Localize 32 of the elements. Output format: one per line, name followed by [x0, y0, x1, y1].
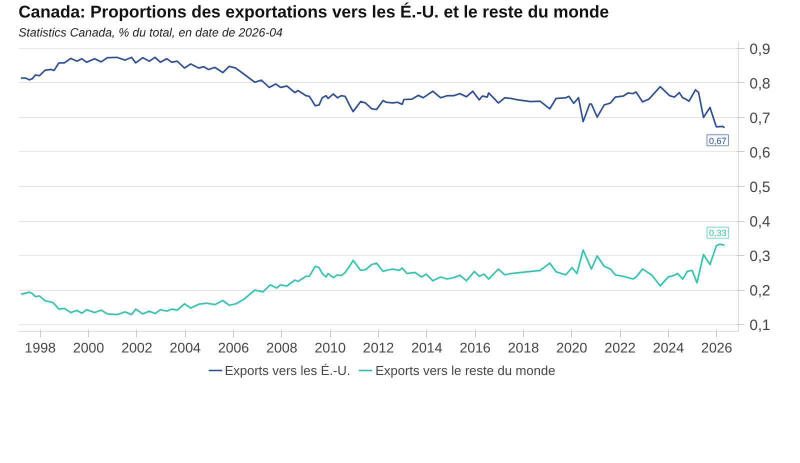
x-tick-label: 2010 — [314, 340, 346, 356]
legend-label: Exports vers les É.-U. — [224, 362, 350, 378]
x-tick-label: 2016 — [460, 340, 491, 356]
x-tick-label: 2024 — [652, 340, 684, 356]
y-tick-label: 0,2 — [750, 282, 770, 300]
annotation: 0,67 — [708, 136, 726, 146]
y-tick-label: 0,1 — [750, 317, 770, 334]
x-tick-label: 1998 — [24, 340, 56, 356]
y-tick-label: 0,5 — [750, 179, 770, 196]
x-tick-label: 2006 — [218, 340, 250, 356]
y-tick-label: 0,6 — [750, 144, 770, 162]
x-tick-label: 2026 — [701, 340, 733, 356]
line-series — [20, 56, 726, 129]
x-tick-label: 2012 — [362, 340, 394, 356]
x-tick-label: 2004 — [170, 340, 201, 356]
legend-label: Exports vers le reste du monde — [375, 362, 556, 378]
y-tick-label: 0,7 — [750, 110, 770, 127]
x-tick-label: 2022 — [604, 340, 636, 356]
line-series — [20, 243, 726, 316]
x-tick-label: 2002 — [121, 340, 153, 356]
y-tick-label: 0,8 — [750, 75, 770, 92]
annotation: 0,33 — [708, 228, 726, 238]
x-tick-label: 2020 — [556, 340, 588, 356]
y-tick-label: 0,9 — [750, 40, 770, 58]
x-tick-label: 2000 — [72, 340, 104, 356]
x-tick-label: 2014 — [411, 340, 443, 356]
chart-title: Canada: Proportions des exportations vers les É.-U. et le reste du monde — [18, 2, 609, 22]
y-tick-label: 0,3 — [750, 248, 770, 266]
x-tick-label: 2018 — [508, 340, 540, 356]
x-tick-label: 2008 — [266, 340, 298, 356]
y-tick-label: 0,4 — [750, 214, 770, 231]
chart-subtitle: Statistics Canada, % du total, en date de 2026-04 — [18, 26, 283, 40]
